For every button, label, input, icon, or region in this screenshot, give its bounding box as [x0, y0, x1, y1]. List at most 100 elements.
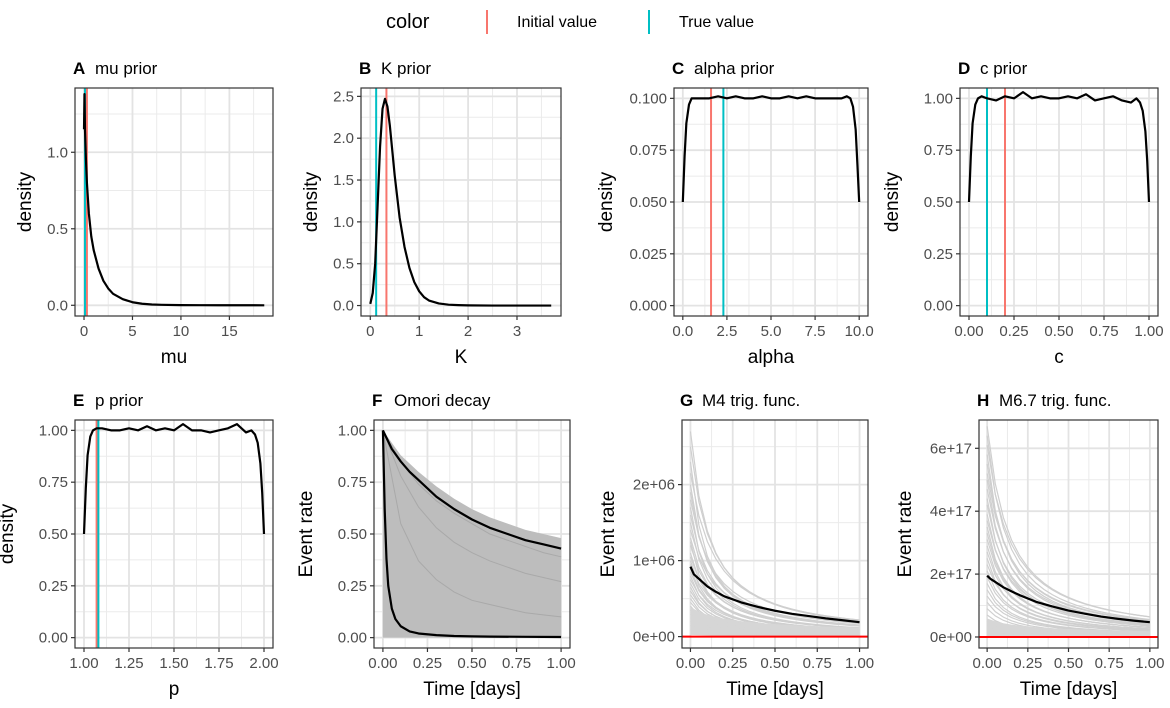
- y-tick-label: 1e+06: [633, 553, 675, 570]
- panel-title: c prior: [980, 59, 1028, 78]
- x-tick-label: 0.50: [457, 655, 486, 672]
- density-curve: [681, 95, 861, 203]
- sample-curve: [986, 473, 1150, 621]
- y-axis-label: Event rate: [296, 491, 317, 578]
- panel-letter: D: [958, 59, 970, 78]
- panel-G: 0.00 0.25 0.50 0.75 1.00 0e+00 1e+06 2e+06 G M4 t…: [598, 391, 874, 700]
- axis-ticks: 0 5 10 15 0.0 0.5 1.0: [47, 144, 238, 340]
- x-tick-label: 0.75: [803, 655, 832, 672]
- y-tick-label: 0.25: [924, 246, 953, 263]
- x-tick-label: 5: [128, 323, 136, 340]
- sample-curve: [986, 520, 1150, 626]
- y-tick-label: 0.75: [39, 474, 68, 491]
- y-axis-label: density: [882, 171, 903, 232]
- panel-title: Omori decay: [394, 391, 491, 410]
- y-tick-label: 0.00: [338, 630, 367, 647]
- sample-curve: [689, 530, 860, 627]
- sample-curve: [382, 430, 562, 583]
- x-axis-label: mu: [161, 347, 187, 368]
- x-tick-label: 0: [366, 323, 374, 340]
- sample-curve: [986, 618, 1150, 633]
- series-fast-decay: [381, 430, 562, 639]
- panel-H: 0.00 0.25 0.50 0.75 1.00 0e+00 2e+17 4e+17 6e+17…: [895, 391, 1164, 700]
- sample-curve: [986, 564, 1150, 631]
- y-tick-label: 0.00: [39, 630, 68, 647]
- density-curve: [369, 97, 552, 307]
- panel-border: [74, 87, 274, 317]
- x-tick-label: 0.25: [999, 323, 1028, 340]
- plot-marks: [979, 426, 1158, 638]
- x-tick-label: 1: [415, 323, 423, 340]
- plot-marks: [967, 88, 1151, 316]
- sample-curve: [690, 607, 860, 629]
- sample-curve: [382, 430, 562, 618]
- y-tick-label: 0.25: [39, 578, 68, 595]
- plot-marks: [682, 431, 868, 638]
- sample-band: [382, 430, 562, 638]
- y-tick-label: 2e+06: [633, 477, 675, 494]
- y-tick-label: 0.075: [629, 142, 667, 159]
- sample-curve: [689, 492, 860, 626]
- panel-letter: C: [672, 59, 684, 78]
- y-tick-label: 1.00: [924, 90, 953, 107]
- series-slow-decay: [381, 429, 562, 550]
- panel-title: alpha prior: [694, 59, 775, 78]
- y-tick-label: 2.0: [333, 130, 354, 147]
- panel-border: [360, 87, 562, 317]
- x-tick-label: 0.75: [502, 655, 531, 672]
- x-tick-label: 1.25: [114, 655, 143, 672]
- y-tick-label: 0.50: [924, 194, 953, 211]
- panel-F: 0.00 0.25 0.50 0.75 1.00 0.00 0.25 0.50 0.75 1.00…: [296, 391, 576, 700]
- x-tick-label: 0.25: [718, 655, 747, 672]
- x-tick-label: 1.75: [204, 655, 233, 672]
- sample-curve: [986, 445, 1150, 618]
- legend-title: color: [386, 11, 430, 33]
- panel-D: 0.00 0.25 0.50 0.75 1.00 0.00 0.25 0.50 0.75 1.00…: [882, 59, 1164, 368]
- y-tick-label: 0e+00: [930, 629, 972, 646]
- x-tick-label: 0.50: [1054, 655, 1083, 672]
- legend-label-initial: Initial value: [517, 14, 597, 31]
- panel-C: 0.0 2.5 5.0 7.5 10.0 0.000 0.025 0.050 0.075 0.10…: [596, 59, 874, 368]
- y-tick-label: 0.050: [629, 194, 667, 211]
- x-tick-label: 3: [513, 323, 521, 340]
- panel-title: M6.7 trig. func.: [999, 391, 1111, 410]
- panel-title: K prior: [381, 59, 431, 78]
- x-tick-label: 2.5: [716, 323, 737, 340]
- panel-title: M4 trig. func.: [702, 391, 800, 410]
- axis-ticks: 0.0 2.5 5.0 7.5 10.0 0.000 0.025 0.050 0.075 0.10…: [629, 90, 873, 340]
- x-axis-label: Time [days]: [726, 679, 824, 700]
- density-curve: [967, 91, 1151, 203]
- panel-letter: A: [73, 59, 85, 78]
- x-axis-label: Time [days]: [1020, 679, 1118, 700]
- x-tick-label: 0.0: [672, 323, 693, 340]
- legend-label-true: True value: [679, 14, 754, 31]
- y-tick-label: 1.0: [47, 144, 68, 161]
- y-axis-label: density: [596, 171, 617, 232]
- y-axis-label: density: [301, 171, 322, 232]
- y-tick-label: 0.0: [47, 297, 68, 314]
- y-tick-label: 0.25: [338, 578, 367, 595]
- sample-curve: [986, 576, 1150, 632]
- x-axis-label: Time [days]: [423, 679, 521, 700]
- sample-curve: [689, 545, 860, 629]
- sample-curve: [382, 430, 562, 558]
- x-tick-label: 0.00: [368, 655, 397, 672]
- gridlines: [361, 88, 561, 316]
- sample-curve: [986, 514, 1150, 627]
- sample-curve: [986, 435, 1150, 621]
- legend: color Initial value True value: [386, 10, 754, 34]
- density-curve: [82, 93, 265, 307]
- density-curve: [82, 423, 266, 535]
- series-mean: [986, 574, 1150, 624]
- x-tick-label: 0.50: [760, 655, 789, 672]
- x-tick-label: 0: [80, 323, 88, 340]
- x-tick-label: 5.0: [761, 323, 782, 340]
- panel-letter: G: [680, 391, 693, 410]
- plot-marks: [82, 88, 265, 316]
- gridlines: [960, 88, 1158, 316]
- axis-ticks: 0.00 0.25 0.50 0.75 1.00 0e+00 2e+17 4e+17 6e+17: [930, 440, 1165, 672]
- y-tick-label: 1.00: [338, 422, 367, 439]
- y-axis-label: Event rate: [895, 491, 916, 578]
- x-tick-label: 0.25: [413, 655, 442, 672]
